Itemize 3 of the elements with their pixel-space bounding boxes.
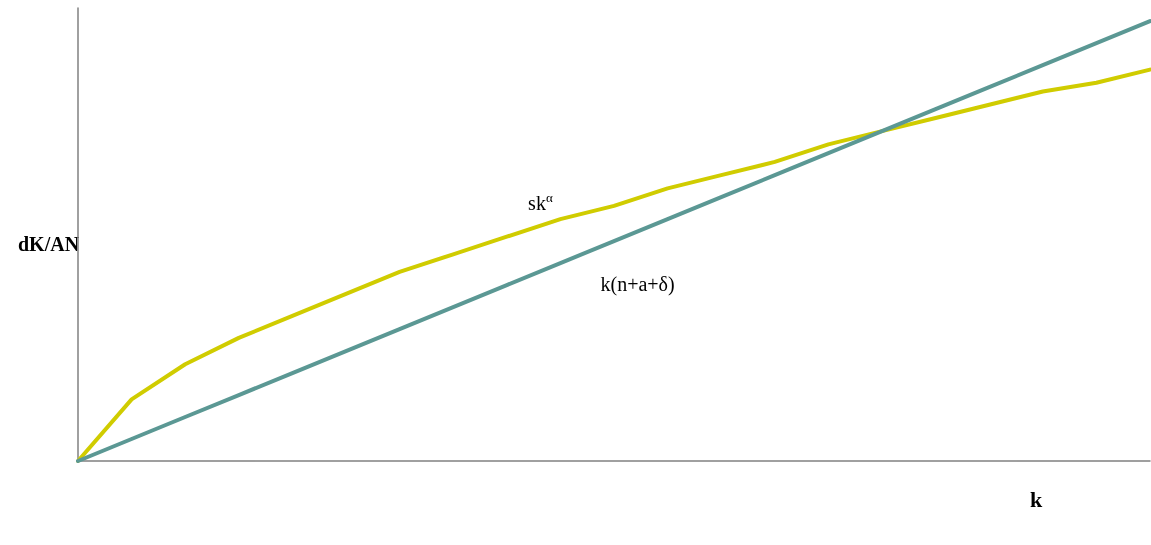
series-label: k(n+a+δ) <box>600 273 675 297</box>
x-axis-title: k <box>1030 486 1043 512</box>
y-axis-title: dK/AN <box>18 233 80 255</box>
